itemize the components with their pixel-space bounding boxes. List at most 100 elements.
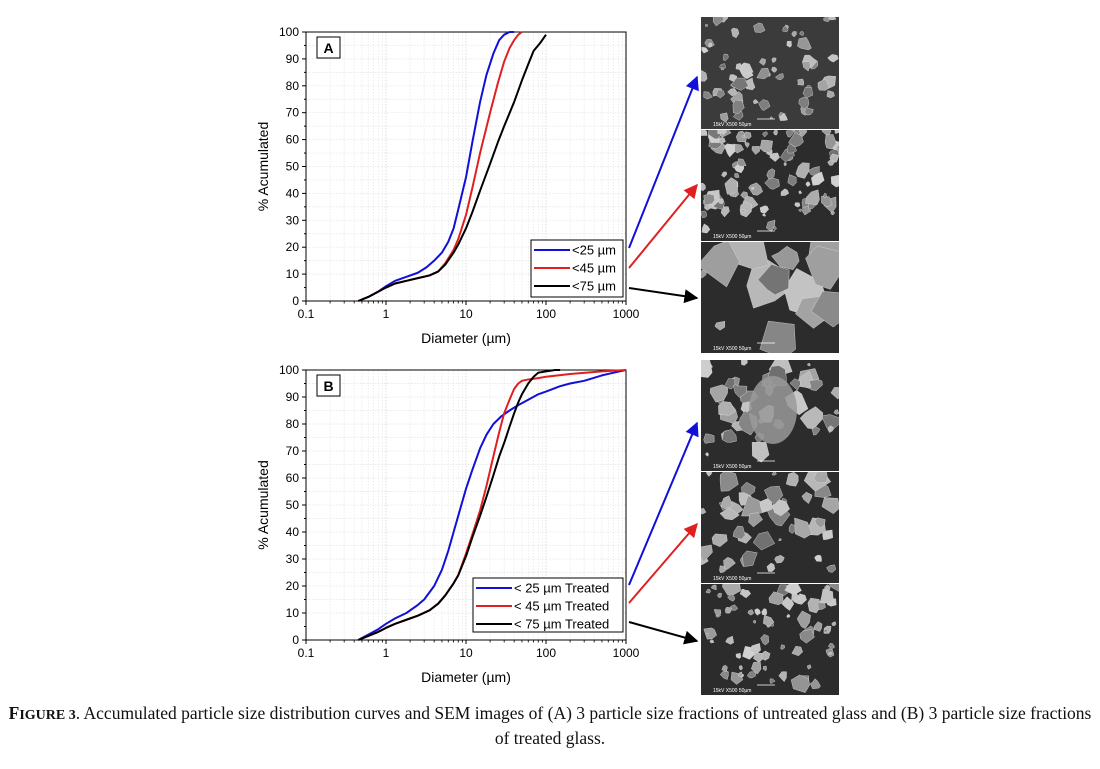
sem-particle	[771, 245, 800, 270]
sem-particle	[734, 173, 740, 179]
sem-particle	[762, 615, 775, 627]
legend-label: < 25 µm Treated	[514, 581, 609, 596]
sem-particle	[720, 112, 729, 123]
sem-particle	[723, 556, 736, 570]
y-tick-label: 60	[286, 471, 300, 485]
sem-particle	[752, 99, 759, 104]
sem-particle	[751, 186, 755, 190]
sem-particle	[701, 210, 707, 219]
sem-particle	[771, 57, 777, 63]
sem-particle	[791, 593, 801, 602]
sem-scale-label: 15kV X500 50µm	[713, 688, 751, 694]
y-tick-label: 100	[279, 25, 299, 39]
panel-label: B	[323, 378, 333, 394]
sem-particle	[739, 665, 743, 671]
sem-particle	[750, 661, 762, 675]
sem-particle	[724, 177, 738, 195]
sem-particle	[782, 25, 789, 33]
x-tick-label: 1000	[613, 646, 640, 660]
y-tick-label: 90	[286, 390, 300, 404]
sem-particle	[719, 670, 729, 680]
sem-texture: 15kV X500 50µm	[701, 242, 839, 353]
sem-particle	[804, 107, 814, 116]
sem-particle	[761, 608, 768, 616]
sem-particle	[764, 485, 784, 505]
sem-particle	[762, 213, 766, 217]
sem-particle	[711, 533, 728, 547]
x-tick-label: 10	[459, 307, 473, 321]
sem-particle	[786, 613, 791, 619]
sem-particle	[701, 130, 708, 136]
sem-particle	[739, 201, 753, 218]
sem-particle	[701, 46, 709, 54]
sem-particle	[742, 550, 758, 567]
sem-particle	[718, 137, 726, 144]
sem-particle	[805, 245, 839, 290]
sem-particle	[831, 621, 837, 627]
sem-particle	[727, 593, 736, 602]
sem-particle	[766, 562, 776, 572]
pointer-arrow	[628, 75, 699, 249]
sem-scale-label: 15kV X500 50µm	[713, 346, 751, 352]
sem-particle	[752, 620, 757, 624]
pointer-arrow	[628, 522, 698, 604]
y-tick-label: 0	[292, 294, 299, 308]
sem-particle	[754, 608, 761, 616]
sem-particle	[762, 665, 767, 672]
sem-image-a-25: 15kV X500 50µm	[701, 17, 839, 129]
series-line-2	[357, 369, 561, 641]
sem-particle	[830, 211, 835, 216]
sem-particle	[718, 401, 736, 416]
sem-particle	[797, 37, 812, 51]
sem-particle	[710, 584, 717, 591]
series-line-2	[357, 34, 547, 302]
sem-scale-label: 15kV X500 50µm	[713, 122, 751, 128]
sem-particle	[706, 472, 713, 477]
sem-particle	[741, 135, 746, 139]
sem-particle	[771, 472, 777, 476]
sem-particle	[719, 63, 727, 70]
panel-label-box	[316, 36, 341, 59]
sem-scale-label: 15kV X500 50µm	[713, 576, 751, 582]
series-line-1	[357, 31, 523, 302]
y-tick-label: 20	[286, 240, 300, 254]
sem-particle	[751, 146, 760, 155]
sem-particle	[797, 78, 805, 86]
arrows-layer	[628, 75, 699, 645]
sem-particle	[828, 652, 833, 656]
chart-panel-a: 0 10 20 30 40 50 60 70 80 90 100 0.1 1 10 100 1000 Diame…	[255, 25, 640, 346]
x-tick-label: 1	[383, 307, 390, 321]
sem-particle	[807, 597, 822, 614]
sem-particle	[794, 517, 813, 539]
legend-label: <45 µm	[572, 261, 616, 276]
sem-particle	[705, 452, 709, 457]
sem-particle	[801, 491, 813, 504]
sem-particle	[805, 189, 820, 206]
sem-particle	[798, 190, 803, 195]
sem-particle	[735, 652, 741, 659]
sem-particle	[794, 202, 801, 208]
sem-particle	[757, 264, 790, 296]
sem-particle	[703, 193, 715, 206]
sem-particle	[811, 426, 821, 436]
sem-particle	[810, 291, 839, 328]
sem-particle	[715, 89, 725, 99]
sem-particle	[787, 174, 797, 187]
sem-particle	[744, 142, 750, 149]
legend: <25 µm <45 µm <75 µm	[530, 239, 624, 298]
sem-particle	[789, 378, 801, 391]
sem-particle	[719, 506, 740, 521]
sem-particle	[740, 209, 746, 214]
sem-particle	[741, 360, 748, 366]
sem-particle	[822, 529, 834, 541]
y-tick-label: 20	[286, 579, 300, 593]
sem-particle	[730, 604, 739, 611]
sem-particle	[809, 678, 821, 690]
pointer-arrow	[628, 183, 698, 269]
sem-particle	[830, 387, 839, 400]
sem-particle	[791, 31, 797, 38]
sem-particle	[701, 508, 707, 515]
sem-particle	[823, 629, 828, 633]
y-tick-label: 70	[286, 106, 300, 120]
sem-image-b-45: 15kV X500 50µm	[701, 472, 839, 583]
